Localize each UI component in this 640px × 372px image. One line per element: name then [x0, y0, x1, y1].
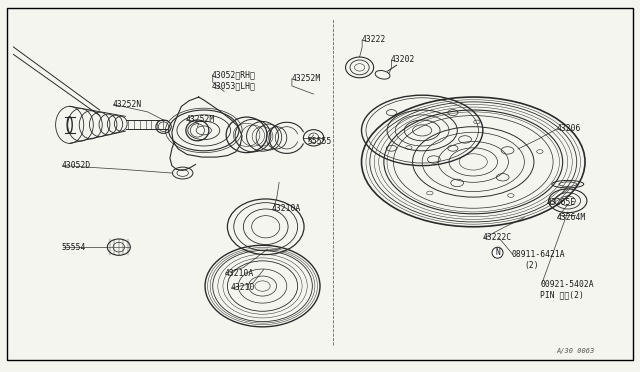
Text: 55555: 55555: [307, 137, 332, 146]
Text: 43202: 43202: [390, 55, 415, 64]
Text: 55554: 55554: [61, 243, 86, 251]
Text: 00921-5402A: 00921-5402A: [540, 280, 594, 289]
Text: 43252M: 43252M: [186, 115, 215, 124]
Text: 43264M: 43264M: [556, 213, 586, 222]
Text: 43210A: 43210A: [272, 204, 301, 213]
Text: A/30 0063: A/30 0063: [556, 348, 595, 354]
Text: 43252N: 43252N: [113, 100, 141, 109]
Text: PIN ピン(2): PIN ピン(2): [540, 291, 584, 300]
Text: 08911-6421A: 08911-6421A: [511, 250, 565, 259]
Text: 43052〈RH〉: 43052〈RH〉: [211, 70, 255, 79]
Text: 43210A: 43210A: [224, 269, 253, 278]
Text: (2): (2): [524, 261, 539, 270]
Text: 43206: 43206: [556, 124, 580, 133]
Text: 43252M: 43252M: [291, 74, 321, 83]
Text: 43210: 43210: [230, 283, 255, 292]
Text: 43053〈LH〉: 43053〈LH〉: [211, 81, 255, 90]
Text: 43222: 43222: [362, 35, 386, 44]
Text: N: N: [495, 248, 500, 257]
Text: 43222C: 43222C: [483, 233, 512, 243]
Text: 43265E: 43265E: [547, 198, 576, 207]
Text: 43052D: 43052D: [61, 161, 91, 170]
